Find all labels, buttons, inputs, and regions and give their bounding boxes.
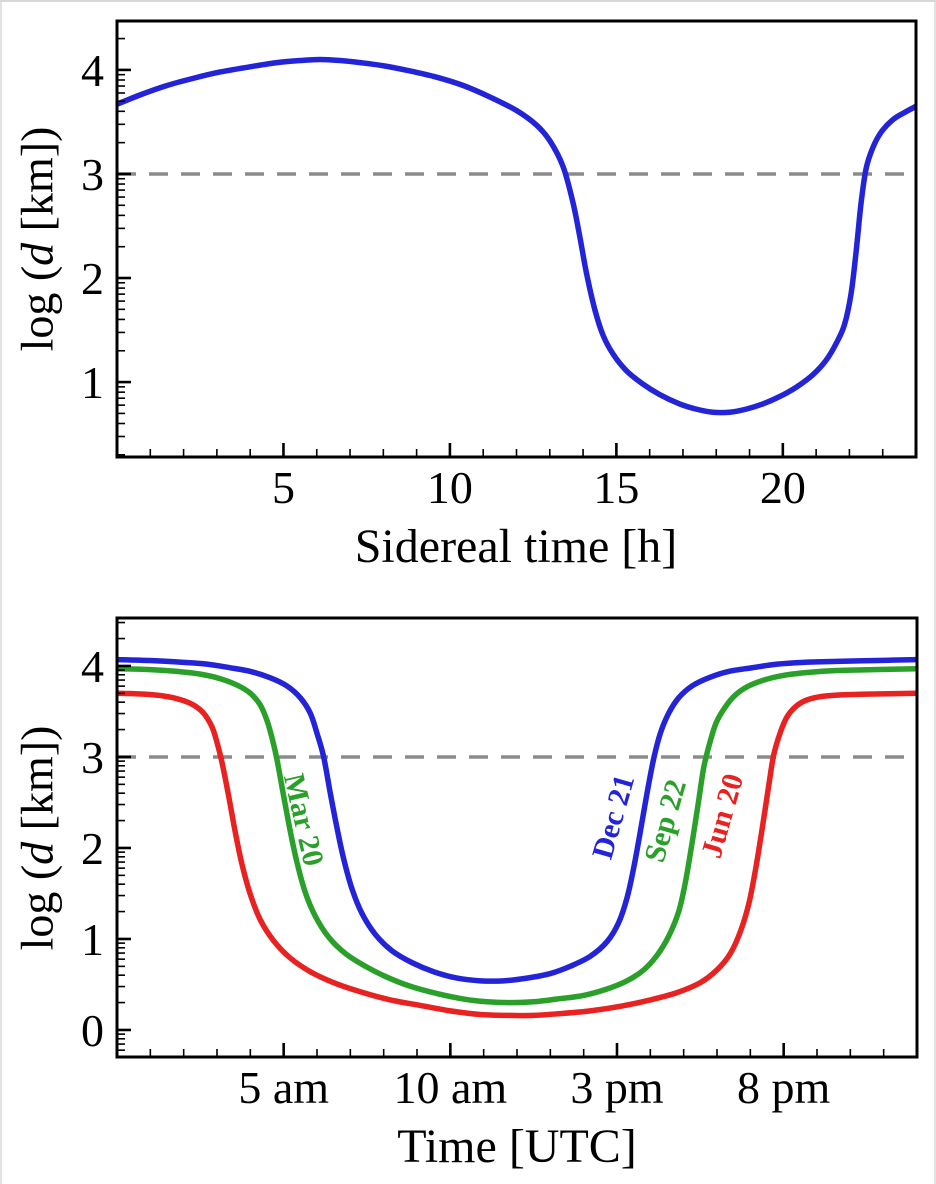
- series-curve: [117, 665, 917, 1006]
- plot-frame: [115, 616, 919, 1059]
- tick-labels: 5 10 15 20 1 2 3 4: [81, 45, 806, 513]
- x-tick-label: 5: [272, 462, 295, 513]
- utc-time-chart: 5 am 10 am 3 pm 8 pm 0 1 2 3 4: [81, 616, 919, 1113]
- y-tick-label: 2: [81, 823, 104, 874]
- top-x-axis-title: Sidereal time [h]: [354, 520, 678, 573]
- series-curve: [117, 656, 917, 984]
- bottom-y-axis-title-variable: d: [11, 841, 63, 865]
- top-y-axis-title: log (d [km]): [11, 127, 64, 352]
- top-y-axis-title-pre: log (: [11, 265, 63, 352]
- y-tick-label: 3: [81, 732, 104, 783]
- top-y-axis-title-variable: d: [11, 242, 63, 266]
- y-tick-label: 4: [81, 641, 104, 692]
- bottom-y-axis-title-post: [km]): [11, 725, 63, 842]
- y-tick-label: 2: [81, 253, 104, 304]
- y-tick-label: 3: [81, 149, 104, 200]
- y-tick-label: 1: [81, 357, 104, 408]
- x-tick-label: 5 am: [238, 1062, 329, 1113]
- x-tick-label: 8 pm: [737, 1062, 831, 1113]
- y-tick-label: 1: [81, 914, 104, 965]
- y-tick-label: 0: [81, 1005, 104, 1056]
- tick-labels: 5 am 10 am 3 pm 8 pm 0 1 2 3 4: [81, 641, 831, 1113]
- x-tick-label: 10 am: [393, 1062, 507, 1113]
- bottom-x-axis-title: Time [UTC]: [397, 1120, 637, 1173]
- x-tick-label: 10: [427, 462, 473, 513]
- bottom-y-axis-title-pre: log (: [11, 864, 63, 951]
- x-tick-label: 3 pm: [570, 1062, 664, 1113]
- top-y-axis-title-post: [km]): [11, 126, 63, 243]
- ticks: [118, 621, 885, 1056]
- curves: [117, 656, 917, 1019]
- y-tick-label: 4: [81, 45, 104, 96]
- bottom-y-axis-title: log (d [km]): [11, 726, 64, 951]
- curves: [117, 56, 916, 416]
- x-tick-label: 15: [593, 462, 639, 513]
- plot-frame: [115, 19, 918, 459]
- series-curve: [117, 690, 917, 1019]
- ticks: [118, 37, 884, 456]
- series-curve: [117, 56, 916, 416]
- x-tick-label: 20: [760, 462, 806, 513]
- sidereal-time-chart: 5 10 15 20 1 2 3 4: [81, 19, 918, 513]
